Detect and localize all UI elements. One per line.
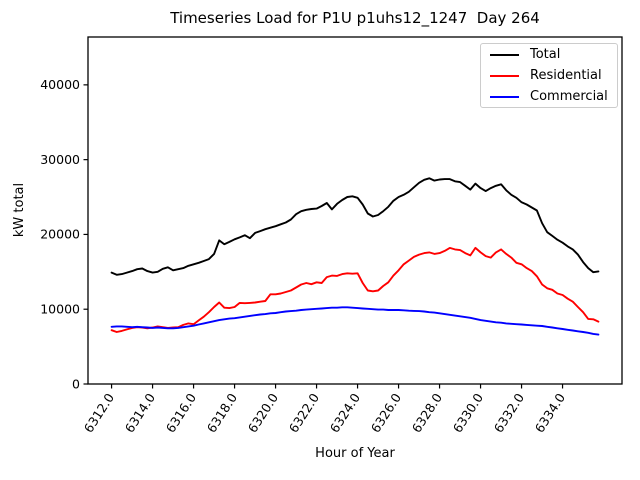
legend-item-commercial: Commercial [481,86,617,107]
x-tick-label: 6326.0 [368,390,404,435]
x-tick-label: 6324.0 [327,390,363,435]
y-tick-label: 40000 [40,77,80,92]
x-tick-label: 6314.0 [122,390,158,435]
y-axis-label: kW total [12,182,27,238]
legend: Total Residential Commercial [480,43,618,108]
legend-item-residential: Residential [481,65,617,86]
legend-line-sample [490,53,519,56]
legend-label: Commercial [530,89,608,104]
x-tick-label: 6330.0 [450,390,486,435]
legend-line-sample [490,74,519,77]
legend-label: Total [530,47,561,62]
x-tick-label: 6322.0 [286,390,322,435]
x-axis-label: Hour of Year [315,446,395,461]
x-tick-label: 6334.0 [532,390,568,435]
x-tick-label: 6318.0 [204,390,240,435]
legend-line-sample [490,95,519,98]
y-tick-label: 30000 [40,152,80,167]
x-tick-label: 6320.0 [245,390,281,435]
chart-title: Timeseries Load for P1U p1uhs12_1247 Day… [170,9,540,27]
series-line-commercial [110,306,600,336]
x-tick-label: 6328.0 [409,390,445,435]
x-tick-label: 6316.0 [163,390,199,435]
x-tick-label: 6332.0 [491,390,527,435]
series-line-residential [110,246,600,333]
series-line-total [110,177,600,276]
legend-label: Residential [530,68,602,83]
y-tick-label: 10000 [40,302,80,317]
x-tick-label: 6312.0 [81,390,117,435]
y-tick-label: 0 [72,376,80,391]
y-tick-label: 20000 [40,227,80,242]
legend-item-total: Total [481,44,617,65]
